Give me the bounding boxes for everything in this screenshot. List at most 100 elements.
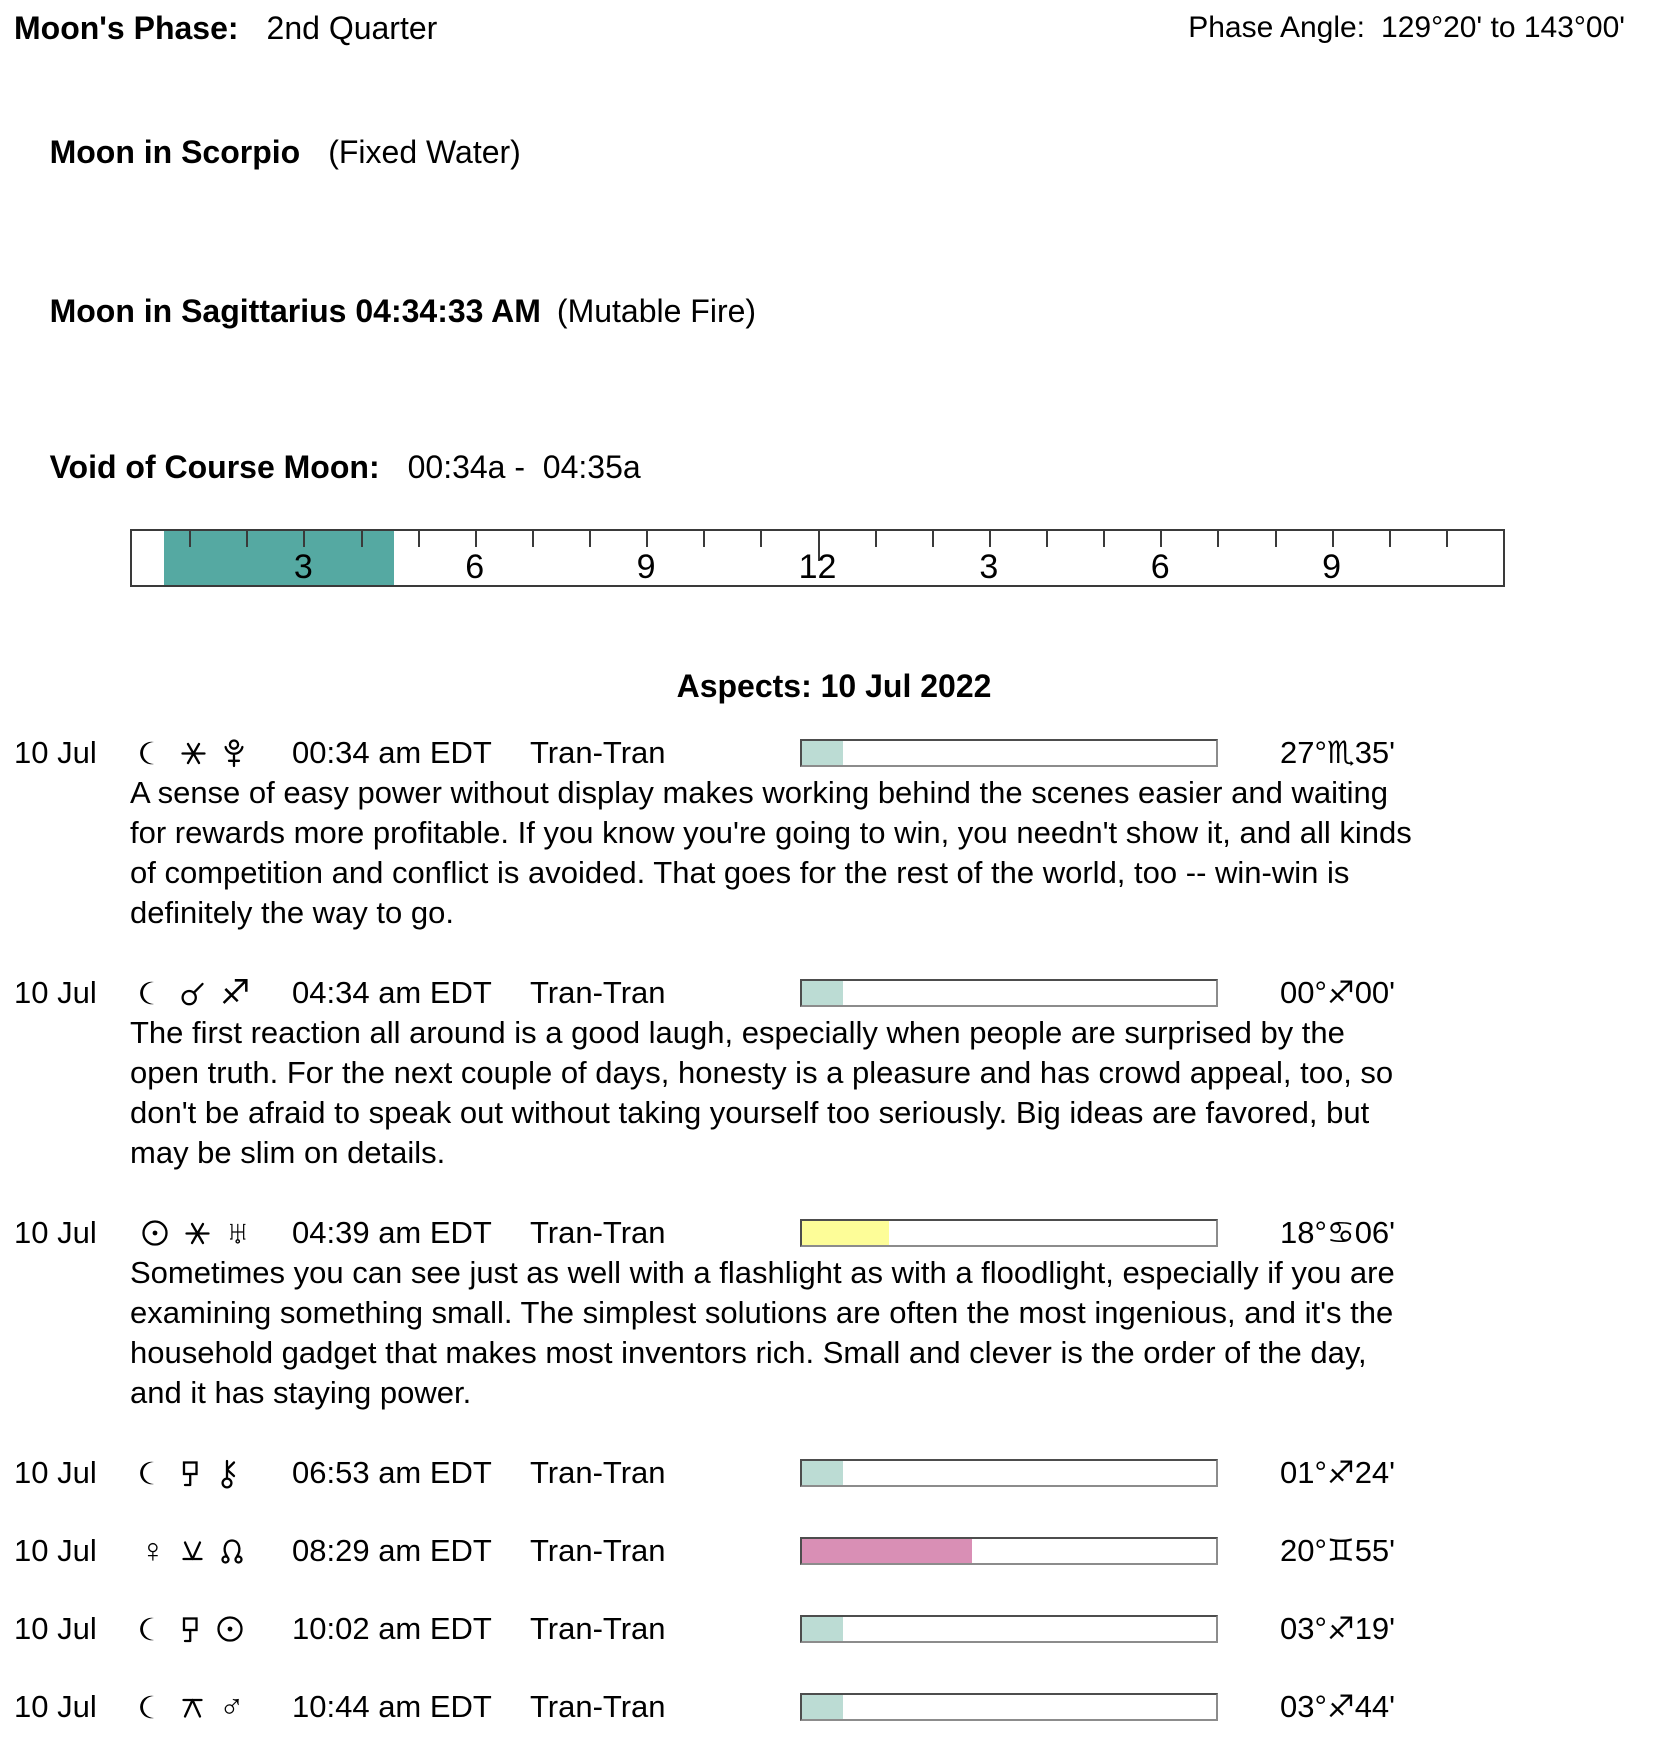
position-minutes: 44'	[1354, 1689, 1396, 1724]
pluto-icon	[221, 738, 247, 769]
sun-icon	[215, 1614, 245, 1644]
ruler-tick	[589, 531, 591, 547]
phase-header-line: Moon's Phase: 2nd Quarter Phase Angle: 129…	[0, 8, 1668, 48]
moon-sign-label: Moon in Scorpio	[49, 134, 301, 170]
aspect-date: 10 Jul	[14, 1533, 97, 1568]
ruler-tick	[1388, 531, 1391, 547]
cancer-icon: ♋	[1326, 1215, 1355, 1250]
position-minutes: 19'	[1354, 1611, 1396, 1646]
aspect-bar-cell	[800, 1693, 1222, 1721]
aspect-time: 10:44 am EDT	[292, 1689, 492, 1724]
sagittarius-icon: ♐	[1326, 1689, 1355, 1724]
aspect-date: 10 Jul	[14, 1689, 97, 1724]
ruler-tick	[189, 531, 192, 547]
aspect-type: Tran-Tran	[530, 735, 666, 770]
voc-label: Void of Course Moon:	[49, 449, 380, 485]
aspect-symbols	[134, 1614, 292, 1644]
aspect-symbols: ♐	[134, 976, 292, 1010]
scorpio-icon: ♏	[1326, 735, 1355, 770]
position-minutes: 24'	[1354, 1455, 1396, 1490]
sesquiquadrate-icon	[180, 1615, 201, 1644]
aspect-bar-fill	[802, 1461, 844, 1485]
moon-ingress-label: Moon in Sagittarius 04:34:33 AM	[49, 293, 541, 329]
position-degrees: 27°	[1280, 735, 1327, 770]
ruler-tick	[417, 531, 420, 547]
ruler-tick	[1331, 531, 1334, 547]
voc-value: 00:34a - 04:35a	[407, 449, 641, 485]
phase-angle-value: 129°20' to 143°00'	[1381, 11, 1625, 44]
aspect-description: Sometimes you can see just as well with …	[130, 1255, 1395, 1410]
aspect-type: Tran-Tran	[530, 1611, 666, 1646]
position-minutes: 35'	[1354, 735, 1396, 770]
aspect-bar-fill	[802, 1617, 844, 1641]
aspect-bar	[800, 1459, 1218, 1487]
aspect-bar-cell	[800, 739, 1222, 767]
voc-line: Void of Course Moon: 00:34a - 04:35a	[0, 407, 1668, 527]
aspect-bar-fill	[802, 981, 844, 1005]
moon-ingress-line: Moon in Sagittarius 04:34:33 AM (Mutable …	[0, 251, 1668, 371]
ruler-tick	[1274, 531, 1277, 547]
ruler-tick	[817, 531, 820, 561]
aspect-row: 10 Jul 10:02 am EDT Tran-Tran 03°♐19'	[0, 1609, 1668, 1649]
aspect-bar	[800, 1693, 1218, 1721]
aspect-date: 10 Jul	[14, 1455, 97, 1490]
chiron-icon	[215, 1458, 239, 1489]
uranus-icon: ♅	[225, 1214, 251, 1252]
aspect-bar	[800, 1219, 1218, 1247]
aspect-bar-fill	[802, 1221, 889, 1245]
position-degrees: 20°	[1280, 1533, 1327, 1568]
aspect-time: 04:34 am EDT	[292, 975, 492, 1010]
ruler-hour-label: 6	[1150, 548, 1170, 586]
ruler-tick	[1046, 531, 1048, 547]
aspect-symbols	[134, 738, 292, 769]
aspect-row: 10 Jul ♐ 04:34 am EDT Tran-Tran 00°♐00'	[0, 973, 1668, 1013]
aspect-bar-cell	[800, 1615, 1222, 1643]
sagittarius-icon: ♐	[1326, 975, 1355, 1010]
aspect-position: 18°♋06'	[1222, 1213, 1668, 1253]
aspect-type: Tran-Tran	[530, 1215, 666, 1250]
aspect-position: 03°♐19'	[1222, 1609, 1668, 1649]
aspect-bar-fill	[802, 1695, 844, 1719]
ruler-tick	[531, 531, 534, 547]
ruler-hour-label: 9	[1322, 548, 1342, 586]
venus-icon: ♀	[140, 1532, 166, 1570]
aspect-date: 10 Jul	[14, 975, 97, 1010]
ruler-tick	[646, 531, 649, 547]
moons-phase: Moon's Phase: 2nd Quarter	[14, 8, 437, 48]
ruler-tick	[703, 531, 706, 547]
aspect-bar-cell	[800, 979, 1222, 1007]
aspect-type: Tran-Tran	[530, 1455, 666, 1490]
sextile-icon	[180, 740, 207, 767]
aspect-row: 10 Jul 00:34 am EDT Tran-Tran 27°♏35'	[0, 733, 1668, 773]
semisextile-icon	[180, 1539, 205, 1564]
aspect-time: 08:29 am EDT	[292, 1533, 492, 1568]
aspect-date: 10 Jul	[14, 735, 97, 770]
ruler-hour-label: 3	[979, 548, 999, 586]
sagittarius-icon: ♐	[1326, 1611, 1355, 1646]
aspect-bar	[800, 979, 1218, 1007]
aspect-list: 10 Jul 00:34 am EDT Tran-Tran 27°♏35' A sens…	[0, 733, 1668, 1758]
sun-icon	[140, 1218, 170, 1248]
sagittarius-icon: ♐	[1326, 1455, 1355, 1490]
north-node-icon	[219, 1536, 245, 1566]
moons-phase-value: 2nd Quarter	[266, 10, 438, 46]
ruler-hour-label: 12	[798, 548, 837, 586]
position-degrees: 03°	[1280, 1611, 1327, 1646]
moon-icon	[140, 1458, 166, 1488]
ruler-hour-label: 3	[293, 548, 313, 586]
voc-ruler: 3 6 9 12 3 6 9	[130, 529, 1505, 587]
moon-icon	[140, 1614, 166, 1644]
gemini-icon: ♊	[1326, 1533, 1355, 1568]
position-degrees: 03°	[1280, 1689, 1327, 1724]
aspect-position: 00°♐00'	[1222, 973, 1668, 1013]
position-minutes: 00'	[1354, 975, 1396, 1010]
aspect-bar-cell	[800, 1537, 1222, 1565]
ruler-tick	[474, 531, 477, 547]
moon-ingress-note: (Mutable Fire)	[556, 293, 757, 329]
aspect-symbols: ♂	[134, 1690, 292, 1724]
aspect-date: 10 Jul	[14, 1215, 97, 1250]
aspect-bar	[800, 1537, 1218, 1565]
aspect-row: 10 Jul ♅ 04:39 am EDT Tran-Tran 18°♋06'	[0, 1213, 1668, 1253]
moon-sign-note: (Fixed Water)	[328, 134, 521, 170]
